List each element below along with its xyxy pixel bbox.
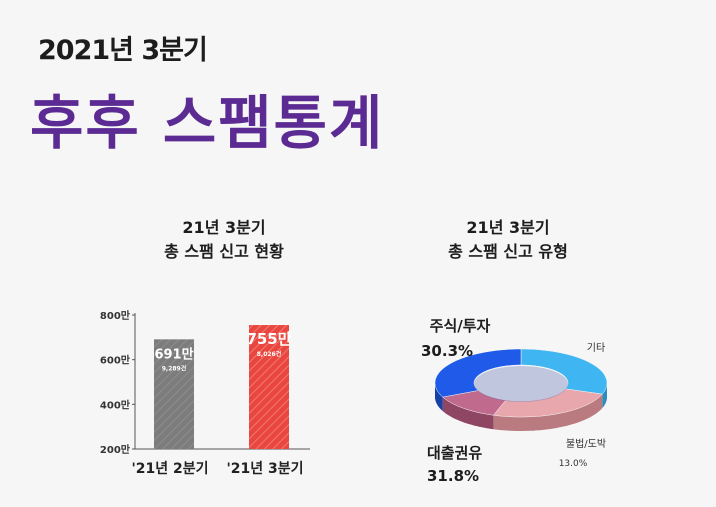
page-title: 후후 스팸통계 [30,89,385,157]
report-period: 2021년 3분기 [38,35,208,66]
bar-sub-label: 8,026건 [257,350,282,358]
pie-chart-title-line2: 총 스팸 신고 유형 [448,242,568,261]
pie-slice-side [493,394,603,431]
donut-hole [474,366,568,402]
bar [249,325,289,449]
pie-chart-title: 21년 3분기 총 스팸 신고 유형 [378,216,638,264]
bar-chart-title-line2: 총 스팸 신고 현황 [164,242,284,261]
x-category-label: '21년 2분기 [131,461,208,477]
bar-sub-label: 9,289건 [162,364,187,372]
pie-slice-name: 불법/도박 [566,438,606,450]
pie-slice-side [435,383,443,412]
pie-slice-side [602,383,607,409]
y-tick-label: 400만 [100,398,131,411]
pie-slice-value: 31.8% [427,467,479,485]
bar-value-label: 755만 [246,330,291,348]
pie-slice [434,348,522,398]
y-tick-label: 800만 [100,309,131,322]
pie-slice-name: 기타 [587,342,605,354]
bar-chart: 800만 600만 400만 200만 691만 9,289건 '21년 2분기 755만 8,… [100,309,310,477]
pie-chart-title-line1: 21년 3분기 [466,218,550,237]
pie-slice-value: 30.3% [421,342,473,360]
pie-slice-name: 대출권유 [427,444,482,462]
pie-slice-name: 주식/투자 [430,317,491,335]
bar-chart-title: 21년 3분기 총 스팸 신고 현황 [94,216,354,264]
x-category-label: '21년 3분기 [226,461,303,477]
y-tick-label: 200만 [100,443,131,456]
bar-value-label: 691만 [154,346,193,362]
y-tick-label: 600만 [100,354,131,367]
bar [154,339,194,449]
bar-chart-title-line1: 21년 3분기 [182,218,266,237]
pie-slice-value: 13.0% [559,459,588,469]
